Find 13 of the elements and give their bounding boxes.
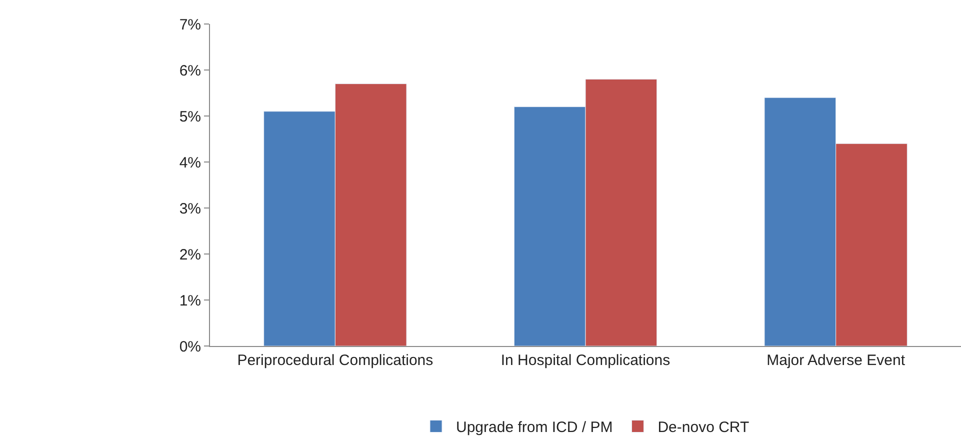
y-tick-label: 4% [179,154,201,172]
y-tick-label: 5% [179,108,201,126]
legend-label: De-novo CRT [658,419,750,436]
y-tick-label: 3% [179,200,201,218]
x-tick-label: Major Adverse Event [766,352,906,369]
legend-label: Upgrade from ICD / PM [456,419,613,436]
y-tick-label: 7% [179,16,201,34]
y-tick-label: 6% [179,62,201,80]
x-tick-label: In Hospital Complications [500,352,670,369]
y-tick-label: 1% [179,292,201,310]
y-tick-label: 0% [179,338,201,356]
x-tick-label: Periprocedural Complications [237,352,434,369]
y-tick-label: 2% [179,246,201,264]
